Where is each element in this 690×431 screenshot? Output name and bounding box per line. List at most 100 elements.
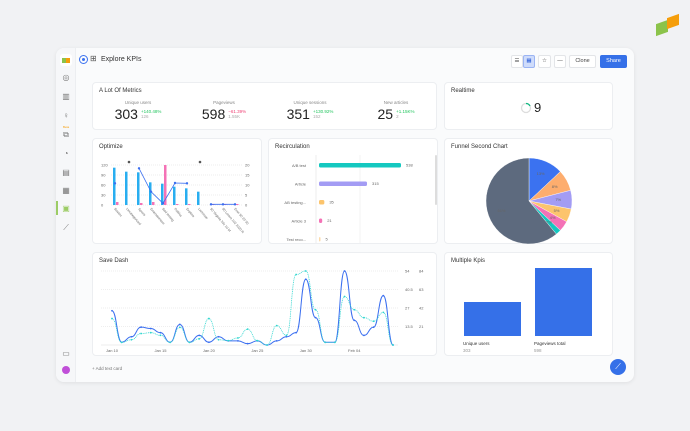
bar: [173, 186, 176, 205]
line-point: [237, 339, 239, 342]
tick-label: 0: [101, 203, 104, 208]
metric-value: 25: [377, 105, 394, 122]
slice-label: 61%: [497, 208, 505, 213]
line-point: [178, 323, 181, 326]
clone-button[interactable]: Clone: [569, 55, 596, 68]
line-point: [246, 342, 249, 345]
recirculation-card: Recirculation A/B test 538 Article 315 AB te…: [268, 138, 438, 244]
tick-label: 21: [419, 324, 424, 329]
category-label: Politics: [173, 207, 183, 218]
wand-icon[interactable]: ⟋: [63, 223, 69, 232]
bar: [185, 188, 188, 205]
metric-label: Unique sessions: [293, 100, 327, 105]
tick-label: 84: [419, 269, 424, 274]
line-point: [217, 335, 220, 338]
grid-icon[interactable]: ▤: [62, 168, 70, 177]
layers-icon[interactable]: ⧉: [63, 130, 69, 139]
bar: [137, 172, 140, 205]
list-view-button[interactable]: ☰: [511, 55, 523, 68]
bar: [197, 191, 200, 205]
line-point: [207, 341, 210, 344]
share-button[interactable]: Share: [600, 55, 627, 68]
bar: [125, 171, 128, 205]
metric-value: 598: [201, 105, 226, 122]
bar: [116, 202, 119, 205]
line-point: [324, 341, 327, 344]
x-tick-label: Feb 04: [348, 348, 361, 353]
data-label: 538: [406, 163, 413, 168]
slice-label: 8%: [552, 184, 558, 189]
metric-previous: 152: [312, 113, 321, 119]
tick-label: 120: [101, 163, 108, 168]
card-title: Recirculation: [275, 144, 310, 150]
x-tick-label: Jan 10: [106, 348, 119, 353]
metric-0: Unique users 303 +140.48% 126: [95, 100, 181, 123]
slice-label: 13%: [537, 171, 545, 176]
x-tick-label: Jan 20: [203, 348, 216, 353]
scrollbar[interactable]: [435, 155, 437, 205]
slice-label: 2%: [546, 219, 552, 224]
tick-label: 5: [245, 193, 248, 198]
line-point: [285, 335, 288, 338]
x-tick-label: Jan 30: [300, 348, 313, 353]
slice-label: 7%: [555, 197, 561, 202]
data-label: 21: [327, 218, 332, 223]
tick-label: 15: [245, 173, 250, 178]
logo[interactable]: [60, 54, 72, 66]
metric-change: −61.39%: [228, 108, 247, 114]
explore-icon: ⊞: [90, 54, 97, 63]
line-point: [343, 295, 346, 298]
line-point: [120, 341, 123, 344]
bar: [164, 165, 167, 205]
tick-label: 10: [245, 183, 250, 188]
category-label: AB testing...: [284, 200, 306, 205]
funnel-pie-chart: 13% 8% 7% 5% 4%2% 61%: [485, 157, 573, 245]
line-point: [392, 344, 394, 346]
tick-label: 40.5: [405, 287, 414, 292]
line-point: [198, 334, 201, 337]
add-text-card-link[interactable]: + Add text card: [92, 366, 123, 371]
save-dash-card: Save Dash 13.5 27 40.5 54 21 42 63 84 Jan 10 Jan …: [92, 252, 437, 356]
chart-icon[interactable]: ▥: [62, 92, 70, 101]
funnel-card: Funnel Second Chart 13% 8% 7% 5% 4% 2% 61%: [444, 138, 613, 245]
realtime-card: Realtime 9: [444, 82, 613, 130]
line-point: [266, 344, 268, 346]
line-point: [111, 309, 113, 312]
table-icon[interactable]: ▦: [62, 186, 70, 195]
metric-label: New articles: [383, 100, 409, 105]
bar: [152, 202, 155, 205]
line-point: [275, 324, 278, 327]
line-point: [363, 316, 365, 319]
timer-icon[interactable]: ◔: [63, 149, 69, 158]
x-tick-label: Jan 25: [251, 348, 264, 353]
line-point: [353, 308, 356, 311]
bar: [319, 181, 368, 186]
metric-previous: 126: [140, 113, 149, 119]
grid-view-button[interactable]: ▦: [523, 55, 535, 68]
dashboard-active-icon[interactable]: ▣: [62, 204, 70, 213]
device-icon[interactable]: ▭: [62, 349, 70, 358]
more-button[interactable]: —: [554, 55, 566, 68]
dashboard-icon[interactable]: ◎: [62, 73, 70, 82]
star-button[interactable]: ☆: [538, 55, 551, 68]
category-label: Article 3: [292, 219, 307, 224]
bar: [319, 237, 321, 242]
category-label: A/B test: [292, 163, 307, 168]
bar: [140, 203, 143, 205]
lightbulb-icon[interactable]: ♀: [63, 111, 69, 120]
line-point: [372, 326, 375, 329]
data-label: 5: [326, 237, 329, 242]
line-point: [188, 341, 191, 344]
bar: [149, 182, 152, 205]
avatar[interactable]: [62, 366, 70, 374]
line-point: [149, 327, 152, 330]
line-point: [207, 317, 210, 320]
line-point: [140, 332, 142, 335]
tick-label: 20: [245, 163, 250, 168]
card-title: Multiple Kpis: [451, 258, 486, 264]
assistant-button[interactable]: ⟋: [610, 359, 626, 375]
card-title: Optimize: [99, 144, 123, 150]
back-button[interactable]: [79, 55, 88, 64]
line-point: [130, 335, 133, 338]
